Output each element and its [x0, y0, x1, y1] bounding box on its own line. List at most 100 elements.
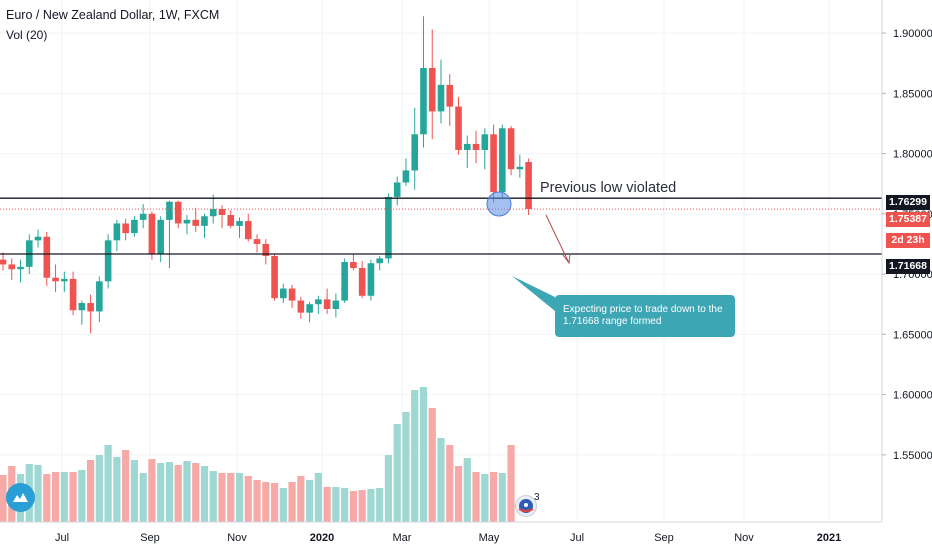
projection-arrow	[545, 214, 570, 264]
candle-body	[437, 84, 445, 112]
level-annotation[interactable]: Previous low violated	[540, 180, 677, 196]
candle-body	[350, 262, 357, 269]
callout-note[interactable]: Expecting price to trade down to the 1.7…	[555, 295, 735, 337]
candle-body	[393, 182, 401, 197]
volume-bar	[507, 445, 515, 522]
candle-body	[227, 215, 235, 226]
candle-body	[341, 262, 348, 301]
candle-body	[306, 304, 313, 313]
candle-body	[516, 166, 524, 170]
volume-bar	[419, 387, 428, 522]
candle-body	[323, 299, 331, 310]
volume-bar	[253, 480, 261, 522]
candle-body	[481, 134, 489, 150]
horizontal-levels[interactable]	[0, 197, 882, 255]
volume-bar	[270, 483, 279, 522]
time-tick-label: 2021	[817, 532, 841, 544]
volume-bar	[489, 472, 498, 522]
volume-bar	[139, 473, 147, 522]
volume-bar	[367, 489, 375, 522]
volume-bar	[122, 450, 130, 522]
tradingview-logo-icon[interactable]	[6, 483, 35, 512]
volume-bar	[437, 438, 445, 522]
candle-body	[201, 216, 208, 226]
volume-bar	[148, 459, 156, 522]
candle-body	[507, 128, 515, 170]
volume-bar	[472, 472, 480, 522]
candle-body	[420, 68, 427, 135]
candle-body	[166, 201, 173, 220]
candlesticks	[0, 16, 532, 334]
volume-bar	[69, 472, 77, 522]
candle-body	[271, 256, 278, 299]
volume-bar	[402, 412, 410, 522]
volume-bar	[376, 488, 384, 522]
volume-bar	[481, 474, 489, 522]
volume-bar	[209, 471, 217, 522]
volume-bar	[113, 457, 121, 522]
chart-title: Euro / New Zealand Dollar, 1W, FXCM	[6, 8, 220, 22]
candle-body	[525, 162, 532, 210]
candle-body	[87, 302, 94, 312]
time-tick-label: Sep	[654, 532, 674, 544]
volume-bar	[306, 480, 314, 522]
candle-body	[463, 143, 471, 150]
volume-bar	[174, 465, 182, 522]
price-tick-label: 1.80000	[893, 149, 932, 161]
candle-body	[218, 209, 226, 216]
volume-bar	[34, 465, 42, 522]
candle-body	[236, 221, 243, 226]
volume-bar	[349, 491, 357, 522]
volume-bar	[235, 473, 244, 522]
price-tick-label: 1.85000	[893, 88, 932, 100]
time-tick-label: Mar	[393, 532, 412, 544]
volume-bar	[297, 476, 305, 522]
candle-body	[61, 278, 68, 282]
volume-bar	[411, 390, 419, 522]
time-tick-label: Sep	[140, 532, 160, 544]
candle-body	[402, 170, 410, 183]
volume-bar	[78, 470, 86, 522]
volume-bar	[323, 487, 331, 522]
candle-body	[104, 240, 112, 282]
price-tick-label: 1.55000	[893, 450, 932, 462]
candle-body	[367, 263, 375, 296]
volume-bar	[130, 460, 138, 522]
volume-bar	[428, 408, 436, 522]
candle-body	[96, 281, 103, 312]
candle-body	[209, 209, 217, 217]
time-tick-label: Jul	[55, 532, 69, 544]
candle-body	[139, 213, 147, 220]
volume-bar	[165, 462, 174, 522]
current-price-label: 1.75387	[886, 212, 930, 227]
volume-bar	[244, 476, 252, 522]
volume-bar	[51, 472, 60, 522]
candle-body	[262, 243, 270, 256]
time-axis[interactable]: Jul Sep Nov 2020 Mar May Jul Sep Nov 2021	[55, 532, 841, 544]
candle-body	[131, 219, 138, 234]
volume-bar	[104, 445, 112, 522]
volume-bar	[314, 473, 322, 522]
event-count-badge: 3	[534, 492, 540, 503]
volume-indicator-label[interactable]: Vol (20)	[6, 28, 48, 42]
candle-body	[332, 300, 340, 310]
volume-bar	[384, 455, 393, 522]
candle-body	[17, 266, 24, 270]
volume-bar	[393, 424, 401, 522]
candle-body	[472, 143, 480, 150]
candle-body	[376, 258, 383, 264]
volume-bar	[95, 455, 103, 522]
volume-bar	[341, 488, 349, 522]
volume-bar	[200, 466, 209, 522]
volume-bar	[498, 473, 506, 522]
volume-bars	[0, 387, 515, 522]
candle-body	[385, 196, 392, 259]
price-tick-label: 1.60000	[893, 390, 932, 402]
candle-body	[446, 84, 454, 107]
candle-body	[52, 277, 59, 282]
candle-body	[499, 128, 506, 193]
economic-event-icon[interactable]	[515, 495, 537, 517]
volume-bar	[454, 466, 463, 522]
candle-body	[455, 106, 462, 150]
